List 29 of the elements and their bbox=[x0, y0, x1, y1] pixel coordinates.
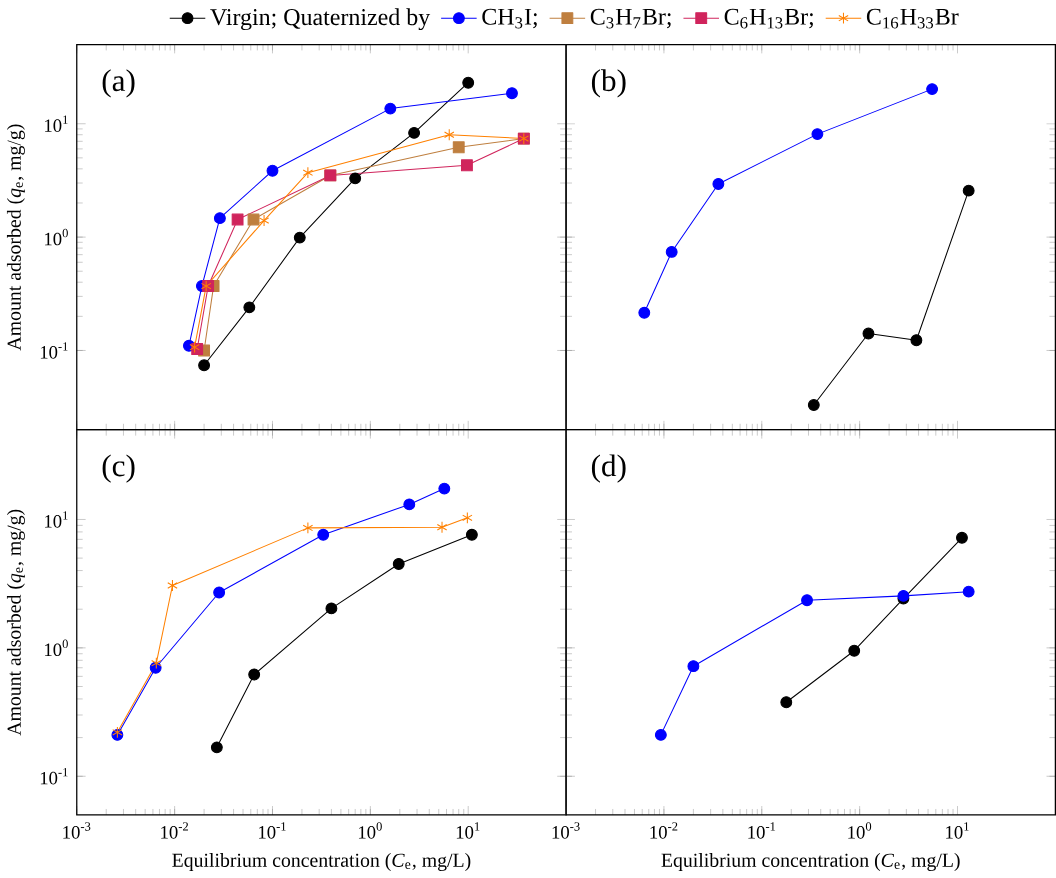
x-tick-label: 10$^{-2}$ bbox=[161, 822, 188, 839]
x-tick-label: 10$^{-2}$ bbox=[650, 822, 678, 839]
legend-label: C$_{16}$H$_{33}$Br bbox=[866, 8, 959, 29]
x-tick-label: 10$^{0}$ bbox=[848, 822, 872, 839]
annotation: (a) bbox=[102, 69, 135, 98]
legend-label: CH$_{3}$I; bbox=[482, 8, 537, 29]
x-tick-label: 10$^{-1}$ bbox=[748, 822, 776, 839]
y-tick-label: 10$^{1}$ bbox=[45, 511, 68, 528]
annotation: (c) bbox=[102, 454, 135, 483]
y-tick-label: 10$^{0}$ bbox=[45, 639, 68, 657]
x-tick-label: 10$^{1}$ bbox=[456, 822, 480, 839]
y-tick-label: 10$^{-1}$ bbox=[40, 768, 68, 785]
annotation: (d) bbox=[591, 454, 626, 483]
x-axis-title: Equilibrium concentration (C$_{e}$, mg/L) bbox=[172, 853, 471, 872]
x-tick-label: 10$^{-1}$ bbox=[259, 822, 286, 839]
x-tick-label: 10$^{-3}$ bbox=[63, 822, 91, 839]
x-tick-label: 10$^{-3}$ bbox=[552, 822, 580, 839]
y-axis-title: Amount adsorbed (q$_{e}$, mg/g) bbox=[6, 124, 25, 351]
x-axis-title: Equilibrium concentration (C$_{e}$, mg/L) bbox=[661, 853, 960, 872]
y-tick-label: 10$^{0}$ bbox=[45, 228, 68, 246]
annotation: (b) bbox=[591, 69, 626, 98]
legend-label: C$_{3}$H$_{7}$Br; bbox=[590, 8, 671, 29]
y-axis-title: Amount adsorbed (q$_{e}$, mg/g) bbox=[6, 509, 25, 736]
x-tick-label: 10$^{1}$ bbox=[946, 822, 969, 839]
y-tick-label: 10$^{1}$ bbox=[45, 115, 68, 132]
legend-label: Virgin; Quaternized by bbox=[210, 8, 431, 31]
x-tick-label: 10$^{0}$ bbox=[358, 822, 382, 839]
legend-label: C$_{6}$H$_{13}$Br; bbox=[724, 8, 813, 29]
y-tick-label: 10$^{-1}$ bbox=[40, 342, 68, 359]
